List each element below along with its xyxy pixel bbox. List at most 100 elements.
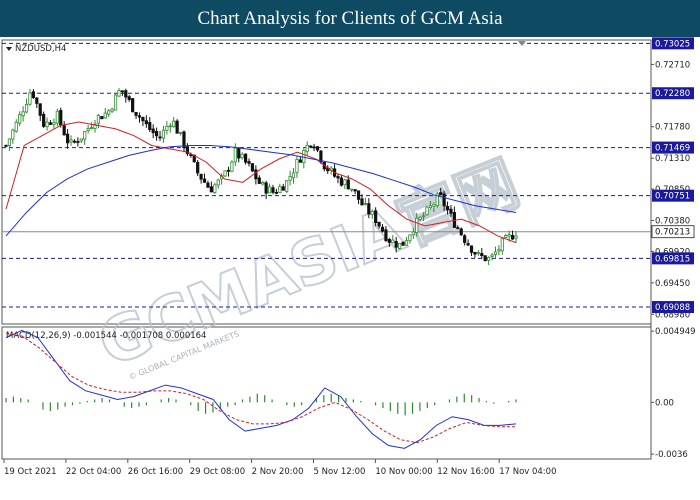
candle-body [209,186,213,193]
candle-body [343,179,347,186]
time-tick-label: 19 Oct 2021 [4,467,57,477]
candle-body [117,90,121,97]
candle-body [411,231,415,236]
candle-body [155,130,159,137]
candle-body [31,91,35,98]
candle-body [237,147,241,159]
candle-body [428,205,433,209]
candle-body [11,129,15,140]
candle-body [113,94,118,111]
candle-body [178,131,183,134]
candle-body [421,215,426,218]
candle-body [161,129,166,139]
candle-body [469,245,474,253]
candle-body [288,176,292,181]
candle-body [384,229,388,241]
level-label-box [652,301,694,314]
candle-body [432,203,436,207]
price-tick-label: 0.72710 [655,60,690,70]
candle-body [76,141,80,143]
candle-body [158,136,162,139]
candle-body [291,172,296,179]
level-label: 0.72280 [655,89,690,99]
candle-body [261,182,265,185]
candle-body [367,203,371,215]
candle-body [278,186,282,194]
candle-body [14,121,18,132]
candle-body [285,180,289,192]
macd-tick-label: 0.00 [655,398,674,408]
candle-body [473,251,477,255]
candle-body [387,238,391,243]
candle-body [28,92,32,105]
level-label-box [652,189,694,202]
candle-body [339,177,344,186]
macd-tick-label: -0.0036 [655,450,688,460]
time-tick-label: 29 Oct 08:00 [190,467,245,477]
candle-body [267,186,272,194]
time-tick-label: 26 Oct 16:00 [128,467,183,477]
candle-body [476,252,480,254]
level-label-box [652,37,694,50]
level-label: 0.70751 [655,192,690,202]
time-tick-label: 17 Nov 04:00 [499,467,556,477]
candle-body [230,161,234,172]
candle-body [175,120,179,134]
macd-panel [1,326,652,460]
chart-title: Chart Analysis for Clients of GCM Asia [197,8,503,29]
candle-body [107,110,111,115]
time-tick-label: 10 Nov 00:00 [375,467,432,477]
candle-body [134,111,138,116]
candle-body [233,147,237,163]
candle-body [48,122,53,125]
candle-body [404,240,409,246]
symbol-label: NZDUSD,H4 [15,44,66,54]
candle-body [93,123,97,129]
candle-body [247,161,251,164]
candle-body [449,208,453,214]
candle-body [38,103,42,116]
candle-body [483,255,487,262]
price-panel [1,39,652,325]
candle-body [394,240,398,248]
candle-body [35,97,39,104]
candle-body [463,235,467,243]
candle-body [377,221,381,227]
candle-body [312,146,316,149]
candle-body [435,193,439,207]
candle-body [442,193,446,207]
candle-body [83,131,87,140]
candle-body [89,127,94,129]
macd-tick-label: 0.004949 [655,327,696,337]
candle-body [497,249,501,252]
price-tick-label: 0.68980 [655,310,690,320]
candle-body [202,178,207,183]
candle-body [144,120,148,125]
candle-body [487,257,491,261]
candle-body [243,153,248,163]
candle-body [305,144,309,152]
candle-body [86,128,90,132]
candle-body [141,116,145,122]
price-tick-label: 0.69920 [655,247,690,257]
candle-body [350,188,354,191]
candle-body [59,109,63,126]
candle-body [4,144,8,147]
candle-body [172,120,176,128]
candle-body [336,176,340,179]
candle-body [18,114,22,124]
candle-body [62,125,66,136]
time-axis: 19 Oct 2021 22 Oct 04:00 26 Oct 16:00 29 Oc… [3,459,557,477]
candle-body [168,125,172,128]
time-tick-label: 12 Nov 16:00 [437,467,494,477]
candle-body [401,241,405,246]
macd-chart: 0.004949 0.00 -0.0036 MACD(12,26,9) -0.0015… [5,327,696,460]
candle-body [7,138,12,146]
candle-body [45,121,49,128]
candle-body [514,235,518,239]
candle-body [370,211,374,215]
macd-line [5,329,517,449]
candle-body [52,122,56,126]
candle-body [507,234,511,237]
period-separator-icon [518,41,526,46]
